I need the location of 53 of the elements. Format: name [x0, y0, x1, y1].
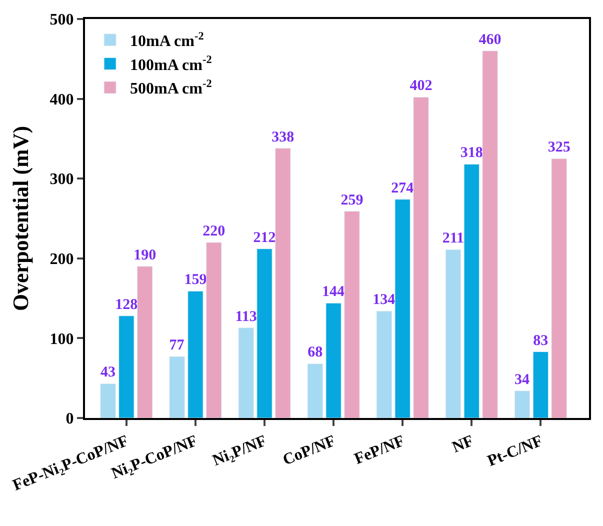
bar [532, 352, 549, 418]
bar [188, 290, 204, 418]
data-label: 212 [253, 230, 276, 246]
data-label: 128 [115, 296, 138, 313]
bar [551, 158, 567, 418]
bar [169, 356, 185, 418]
bar [206, 242, 222, 418]
y-tick-label: 300 [50, 171, 74, 188]
x-tick-label: NF [450, 432, 476, 456]
data-label: 259 [340, 192, 364, 208]
bar [464, 164, 480, 418]
data-label: 43 [100, 364, 116, 381]
data-label: 220 [202, 223, 226, 240]
data-label: 159 [184, 272, 207, 288]
bar [482, 50, 498, 418]
bar [100, 383, 116, 418]
data-label: 68 [308, 344, 323, 361]
data-label: 144 [322, 284, 346, 300]
data-label: 325 [548, 140, 570, 156]
bar [445, 249, 462, 418]
bar [376, 310, 392, 418]
data-label: 402 [410, 78, 432, 94]
bar [275, 148, 291, 418]
bar [238, 328, 254, 418]
y-tick-label: 500 [50, 12, 74, 29]
legend-label: 10mA cm$^{-2}$ [130, 30, 204, 50]
legend-label: 500mA cm$^{-2}$ [130, 78, 212, 98]
y-axis-title: Overpotential (mV) [8, 126, 34, 312]
bar [326, 302, 342, 418]
y-tick-label: 100 [50, 330, 74, 348]
data-label: 77 [169, 338, 185, 354]
data-label: 134 [372, 292, 396, 308]
y-tick-label: 200 [50, 251, 74, 268]
data-label: 460 [478, 32, 502, 48]
legend-label: 100mA cm$^{-2}$ [130, 54, 212, 74]
bar [344, 211, 360, 418]
bar [394, 199, 410, 418]
bar [514, 390, 530, 418]
data-label: 113 [235, 308, 257, 325]
y-tick-label: 0 [66, 410, 74, 428]
bar [256, 248, 272, 418]
data-label: 190 [134, 247, 156, 264]
data-label: 338 [272, 129, 294, 146]
bar [136, 266, 153, 418]
data-label: 83 [533, 332, 548, 349]
bar [118, 316, 134, 418]
bar [307, 363, 323, 418]
data-label: 318 [460, 145, 483, 162]
bar [413, 96, 429, 418]
y-tick-label: 400 [50, 91, 74, 108]
data-label: 34 [514, 372, 530, 388]
data-label: 211 [442, 230, 464, 247]
data-label: 274 [391, 180, 414, 196]
